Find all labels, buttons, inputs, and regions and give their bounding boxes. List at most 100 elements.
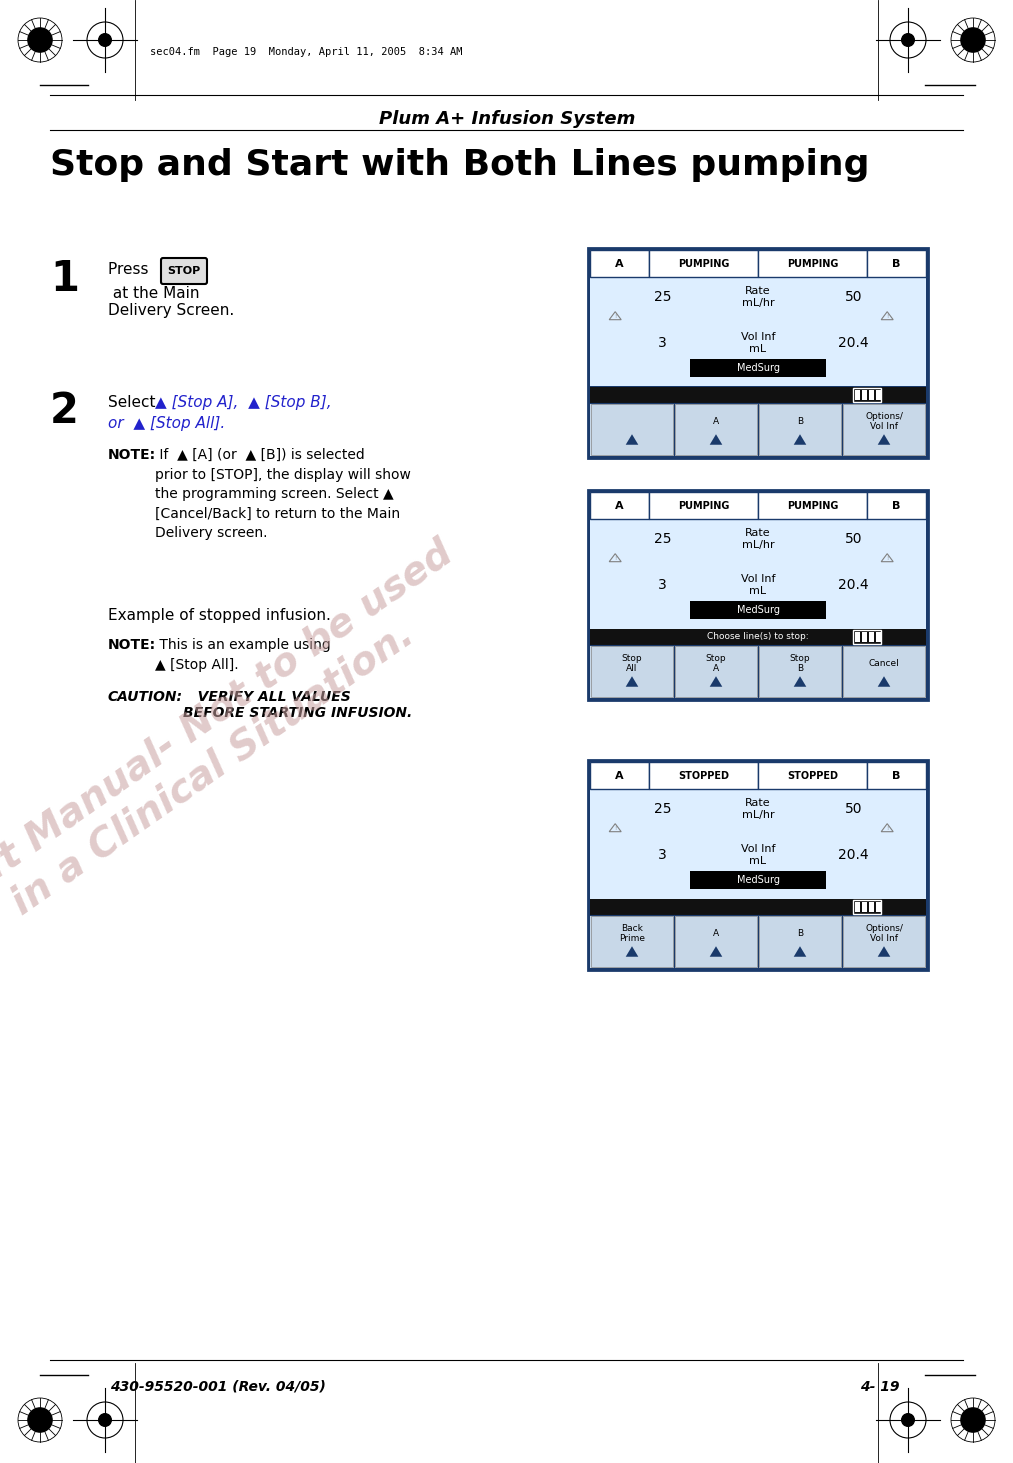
Bar <box>675 647 757 696</box>
Bar <box>648 762 758 790</box>
Text: STOPPED: STOPPED <box>678 771 729 781</box>
Text: PUMPING: PUMPING <box>787 500 839 511</box>
Text: B: B <box>892 259 901 269</box>
Bar <box>690 601 826 619</box>
Bar <box>590 492 648 519</box>
Text: NOTE:: NOTE: <box>108 638 156 652</box>
Bar <box>591 647 673 696</box>
Circle shape <box>961 1407 985 1432</box>
Bar <box>591 916 673 967</box>
Bar <box>590 762 648 790</box>
Circle shape <box>961 28 985 53</box>
Bar <box>876 632 880 642</box>
Bar <box>869 901 874 911</box>
Bar <box>588 249 928 458</box>
Bar <box>855 632 860 642</box>
Bar <box>759 916 841 967</box>
Bar <box>867 250 926 278</box>
Text: Draft Manual- Not to be used
in a Clinical Situation.: Draft Manual- Not to be used in a Clinic… <box>0 533 485 967</box>
Text: at the Main
Delivery Screen.: at the Main Delivery Screen. <box>108 285 234 319</box>
Text: STOP: STOP <box>167 266 201 277</box>
Text: sec04.fm  Page 19  Monday, April 11, 2005  8:34 AM: sec04.fm Page 19 Monday, April 11, 2005 … <box>150 47 463 57</box>
Text: Rate
mL/hr: Rate mL/hr <box>742 797 774 821</box>
Bar <box>590 629 926 645</box>
Text: Plum A+ Infusion System: Plum A+ Infusion System <box>379 110 635 127</box>
Bar <box>759 647 841 696</box>
Bar <box>862 391 867 399</box>
Bar <box>590 250 926 278</box>
Bar <box>843 647 925 696</box>
Bar <box>591 404 673 455</box>
Bar <box>853 631 880 644</box>
Bar <box>590 519 926 629</box>
Text: Vol Inf
mL: Vol Inf mL <box>741 844 775 866</box>
Bar <box>862 632 867 642</box>
Text: VERIFY ALL VALUES
BEFORE STARTING INFUSION.: VERIFY ALL VALUES BEFORE STARTING INFUSI… <box>183 691 412 720</box>
Bar <box>867 492 926 519</box>
Text: If  ▲ [A] (or  ▲ [B]) is selected
prior to [STOP], the display will show
the pro: If ▲ [A] (or ▲ [B]) is selected prior to… <box>155 448 411 540</box>
Text: or  ▲ [Stop All].: or ▲ [Stop All]. <box>108 415 225 432</box>
Text: !: ! <box>614 556 616 562</box>
Polygon shape <box>794 435 806 445</box>
Bar <box>590 645 926 698</box>
Text: Stop
B: Stop B <box>790 654 810 673</box>
Bar <box>590 492 926 519</box>
Bar <box>590 278 926 386</box>
Text: A: A <box>615 259 624 269</box>
Polygon shape <box>710 435 722 445</box>
Text: Vol Inf
mL: Vol Inf mL <box>741 332 775 354</box>
Text: !: ! <box>886 556 888 562</box>
Circle shape <box>902 34 915 47</box>
Bar <box>853 900 880 914</box>
Polygon shape <box>877 676 890 686</box>
Text: Rate
mL/hr: Rate mL/hr <box>742 528 774 550</box>
Bar <box>853 388 880 402</box>
Polygon shape <box>626 435 638 445</box>
Bar <box>690 870 826 890</box>
Text: NOTE:: NOTE: <box>108 448 156 462</box>
Bar <box>759 404 841 455</box>
Bar <box>869 391 874 399</box>
Bar <box>758 250 867 278</box>
Text: MedSurg: MedSurg <box>736 875 779 885</box>
Bar <box>675 916 757 967</box>
Bar <box>675 404 757 455</box>
Text: Back
Prime: Back Prime <box>619 925 645 944</box>
Text: B: B <box>892 771 901 781</box>
Text: Vol Inf
mL: Vol Inf mL <box>741 573 775 595</box>
Circle shape <box>98 1413 111 1426</box>
Bar <box>590 250 648 278</box>
Bar <box>758 492 867 519</box>
Bar <box>590 916 926 969</box>
Text: Example of stopped infusion.: Example of stopped infusion. <box>108 609 331 623</box>
Text: B: B <box>797 417 803 426</box>
Text: 4- 19: 4- 19 <box>860 1380 900 1394</box>
Text: MedSurg: MedSurg <box>736 363 779 373</box>
Bar <box>869 632 874 642</box>
Text: Stop
A: Stop A <box>706 654 726 673</box>
Text: 2: 2 <box>50 391 79 432</box>
Bar <box>590 790 926 898</box>
Text: 3: 3 <box>658 578 668 593</box>
Bar <box>648 250 758 278</box>
Text: !: ! <box>614 315 616 319</box>
Polygon shape <box>877 947 890 957</box>
Bar <box>648 492 758 519</box>
Polygon shape <box>710 947 722 957</box>
Text: Options/
Vol Inf: Options/ Vol Inf <box>865 925 903 944</box>
Text: ▲ [Stop A],  ▲ [Stop B],: ▲ [Stop A], ▲ [Stop B], <box>155 395 331 410</box>
Text: PUMPING: PUMPING <box>678 259 729 269</box>
Text: 1: 1 <box>50 257 79 300</box>
Bar <box>867 762 926 790</box>
Text: MedSurg: MedSurg <box>736 604 779 614</box>
Text: B: B <box>892 500 901 511</box>
Text: 50: 50 <box>845 533 862 546</box>
Text: PUMPING: PUMPING <box>787 259 839 269</box>
Text: !: ! <box>886 315 888 319</box>
Text: 50: 50 <box>845 802 862 816</box>
Bar <box>855 901 860 911</box>
Bar <box>758 762 867 790</box>
Polygon shape <box>626 947 638 957</box>
Bar <box>590 898 926 916</box>
Text: !: ! <box>886 827 888 831</box>
